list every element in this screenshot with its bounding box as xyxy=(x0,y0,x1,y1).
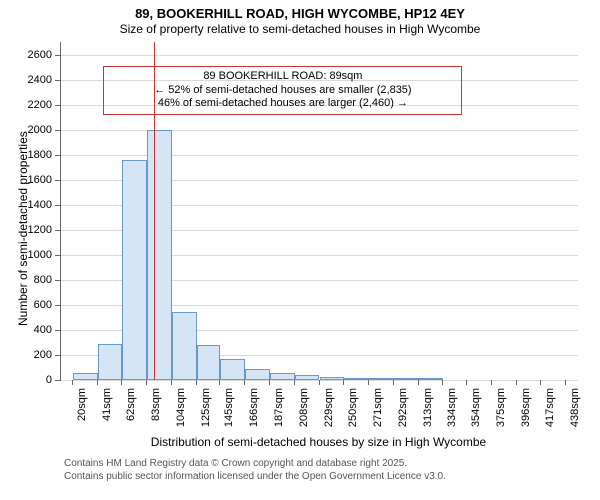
x-tick-mark xyxy=(565,380,566,385)
x-tick-mark xyxy=(516,380,517,385)
x-tick-mark xyxy=(97,380,98,385)
x-tick-mark xyxy=(171,380,172,385)
y-tick-mark xyxy=(55,55,60,56)
x-tick-label: 104sqm xyxy=(175,388,187,438)
x-tick-label: 354sqm xyxy=(470,388,482,438)
histogram-bar xyxy=(270,373,295,381)
y-tick-label: 600 xyxy=(20,299,52,311)
y-tick-mark xyxy=(55,130,60,131)
histogram-bar xyxy=(419,378,444,380)
histogram-bar xyxy=(369,378,394,380)
gridline xyxy=(61,380,578,381)
y-tick-mark xyxy=(55,355,60,356)
y-tick-label: 200 xyxy=(20,349,52,361)
y-tick-label: 1000 xyxy=(20,249,52,261)
y-tick-label: 800 xyxy=(20,274,52,286)
x-tick-label: 166sqm xyxy=(248,388,260,438)
x-tick-label: 438sqm xyxy=(569,388,581,438)
y-tick-mark xyxy=(55,380,60,381)
chart-container: 89, BOOKERHILL ROAD, HIGH WYCOMBE, HP12 … xyxy=(0,0,600,500)
x-tick-mark xyxy=(368,380,369,385)
y-tick-mark xyxy=(55,205,60,206)
x-tick-mark xyxy=(146,380,147,385)
annotation-box: 89 BOOKERHILL ROAD: 89sqm← 52% of semi-d… xyxy=(103,66,462,115)
y-tick-mark xyxy=(55,155,60,156)
chart-title-sub: Size of property relative to semi-detach… xyxy=(0,22,600,36)
histogram-bar xyxy=(122,160,147,380)
histogram-bar xyxy=(344,378,369,380)
y-tick-mark xyxy=(55,80,60,81)
annotation-line-2: ← 52% of semi-detached houses are smalle… xyxy=(110,84,455,98)
y-tick-mark xyxy=(55,330,60,331)
y-tick-mark xyxy=(55,305,60,306)
x-tick-label: 62sqm xyxy=(125,388,137,438)
y-tick-mark xyxy=(55,105,60,106)
histogram-bar xyxy=(98,344,123,380)
histogram-bar xyxy=(394,378,419,380)
x-tick-label: 396sqm xyxy=(520,388,532,438)
x-tick-label: 375sqm xyxy=(495,388,507,438)
x-tick-mark xyxy=(540,380,541,385)
annotation-line-3: 46% of semi-detached houses are larger (… xyxy=(110,97,455,111)
x-tick-mark xyxy=(491,380,492,385)
x-tick-mark xyxy=(418,380,419,385)
x-tick-label: 125sqm xyxy=(200,388,212,438)
y-tick-label: 1200 xyxy=(20,224,52,236)
y-tick-mark xyxy=(55,180,60,181)
x-tick-mark xyxy=(319,380,320,385)
y-tick-label: 400 xyxy=(20,324,52,336)
x-tick-label: 250sqm xyxy=(347,388,359,438)
x-tick-label: 334sqm xyxy=(446,388,458,438)
x-tick-label: 292sqm xyxy=(397,388,409,438)
x-tick-label: 229sqm xyxy=(323,388,335,438)
x-tick-mark xyxy=(393,380,394,385)
histogram-bar xyxy=(197,345,221,380)
x-tick-mark xyxy=(442,380,443,385)
histogram-bar xyxy=(147,130,172,380)
histogram-bar xyxy=(295,375,320,380)
histogram-bar xyxy=(320,377,345,380)
x-tick-mark xyxy=(244,380,245,385)
y-tick-mark xyxy=(55,255,60,256)
plot-area: 89 BOOKERHILL ROAD: 89sqm← 52% of semi-d… xyxy=(60,42,578,381)
x-tick-label: 83sqm xyxy=(150,388,162,438)
gridline xyxy=(61,130,578,131)
x-tick-label: 417sqm xyxy=(544,388,556,438)
chart-title-main: 89, BOOKERHILL ROAD, HIGH WYCOMBE, HP12 … xyxy=(0,6,600,21)
y-tick-label: 2600 xyxy=(20,49,52,61)
x-tick-label: 145sqm xyxy=(223,388,235,438)
y-tick-label: 2400 xyxy=(20,74,52,86)
histogram-bar xyxy=(172,312,197,380)
x-tick-mark xyxy=(343,380,344,385)
x-tick-label: 313sqm xyxy=(422,388,434,438)
y-tick-label: 2200 xyxy=(20,99,52,111)
y-tick-label: 1800 xyxy=(20,149,52,161)
y-tick-label: 1400 xyxy=(20,199,52,211)
y-tick-label: 2000 xyxy=(20,124,52,136)
y-tick-mark xyxy=(55,280,60,281)
x-tick-label: 208sqm xyxy=(298,388,310,438)
x-tick-mark xyxy=(466,380,467,385)
footnote-2: Contains public sector information licen… xyxy=(64,471,446,482)
x-tick-mark xyxy=(196,380,197,385)
histogram-bar xyxy=(220,359,245,380)
gridline xyxy=(61,55,578,56)
annotation-line-1: 89 BOOKERHILL ROAD: 89sqm xyxy=(110,70,455,84)
x-tick-label: 271sqm xyxy=(372,388,384,438)
y-tick-label: 1600 xyxy=(20,174,52,186)
x-tick-label: 20sqm xyxy=(76,388,88,438)
x-tick-mark xyxy=(219,380,220,385)
x-tick-mark xyxy=(72,380,73,385)
y-tick-mark xyxy=(55,230,60,231)
histogram-bar xyxy=(73,373,98,381)
x-tick-mark xyxy=(294,380,295,385)
footnote-1: Contains HM Land Registry data © Crown c… xyxy=(64,458,407,469)
y-tick-label: 0 xyxy=(20,374,52,386)
gridline xyxy=(61,155,578,156)
x-tick-mark xyxy=(121,380,122,385)
x-tick-label: 41sqm xyxy=(101,388,113,438)
x-tick-label: 187sqm xyxy=(273,388,285,438)
histogram-bar xyxy=(245,369,270,380)
x-tick-mark xyxy=(269,380,270,385)
